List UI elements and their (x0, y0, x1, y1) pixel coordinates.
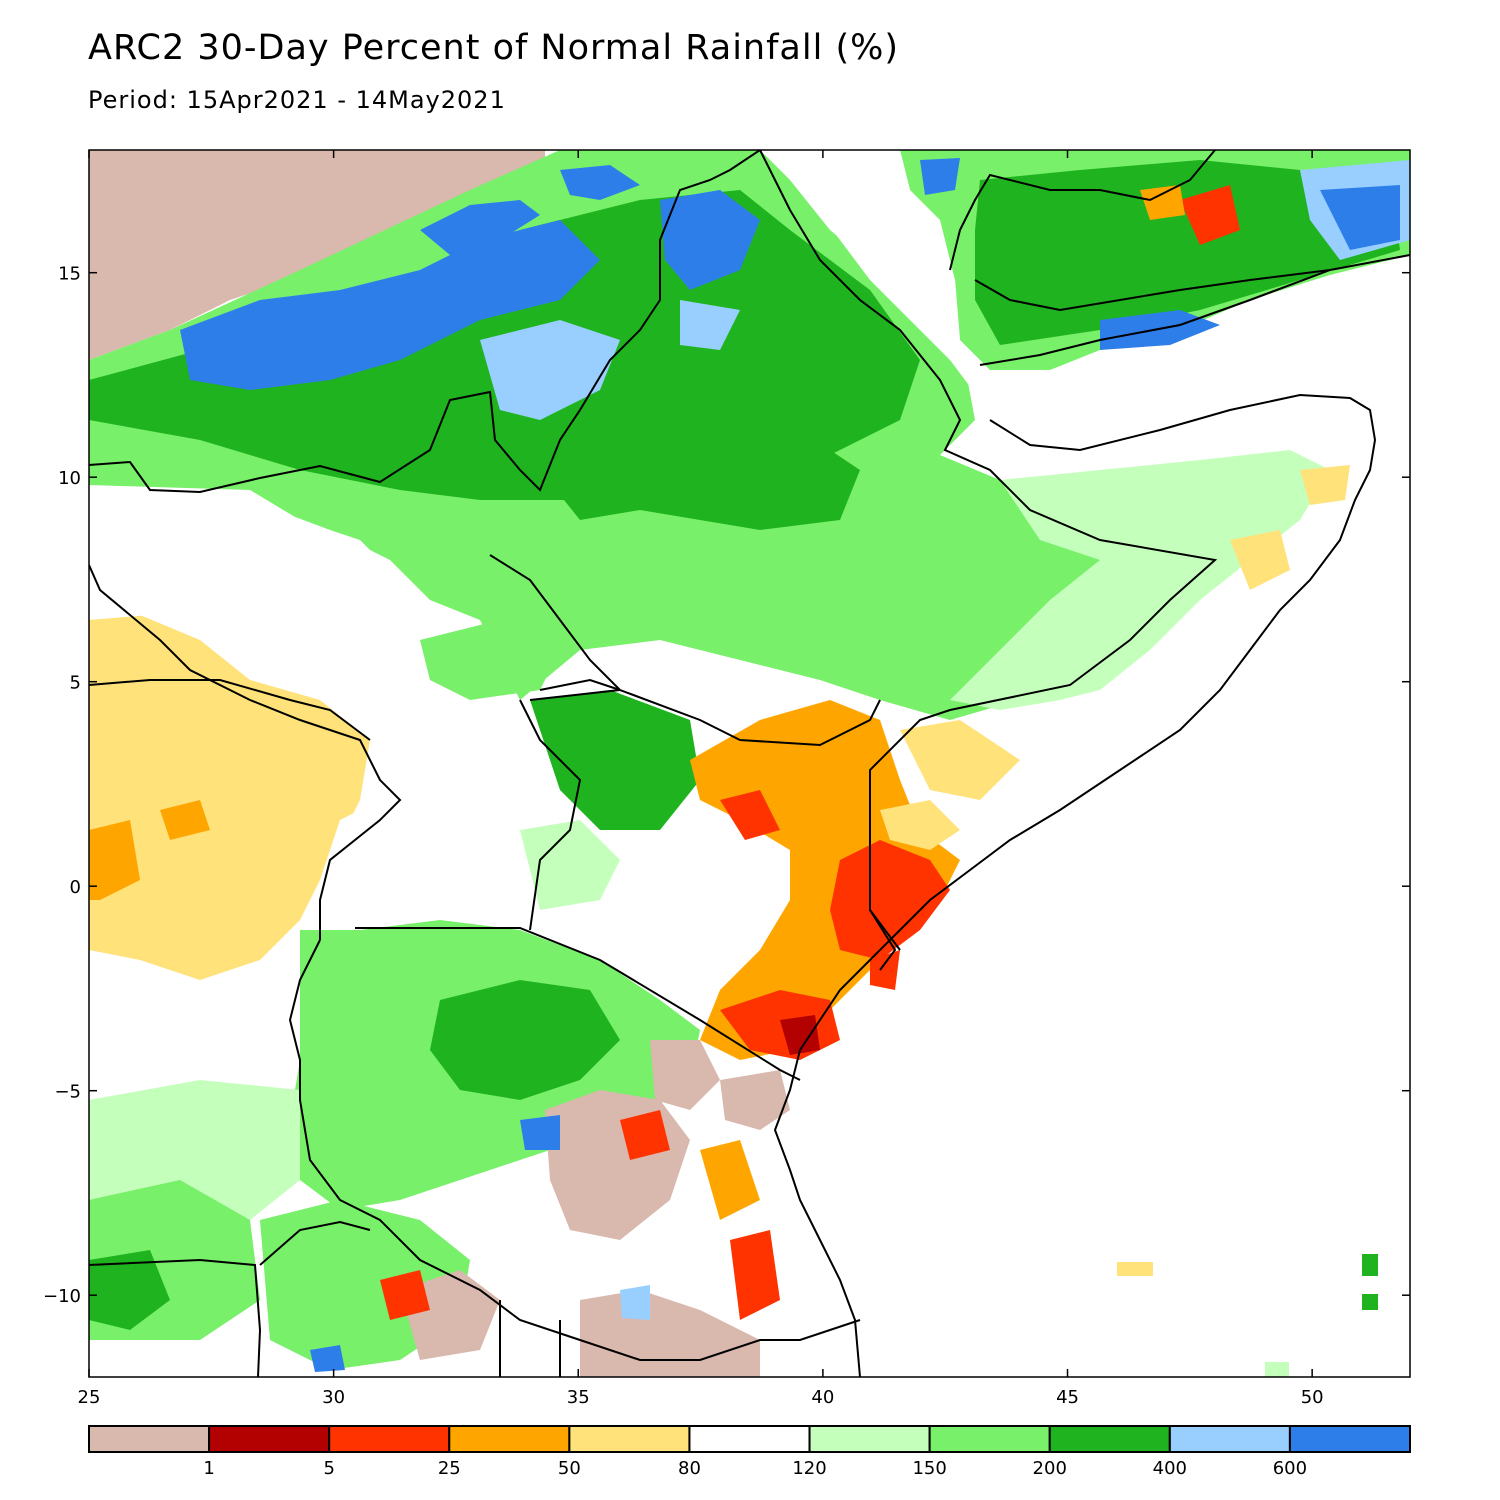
country-borders (89, 150, 1410, 1377)
colorbar-label: 600 (1273, 1458, 1307, 1479)
colorbar-swatch (928, 1425, 1051, 1453)
rainfall-field (89, 150, 1410, 1377)
colorbar-label: 1 (203, 1458, 214, 1479)
colorbar-swatch (328, 1425, 451, 1453)
colorbar-swatch (1168, 1425, 1291, 1453)
colorbar-swatch (1288, 1425, 1411, 1453)
colorbar-swatch (208, 1425, 331, 1453)
colorbar-label: 150 (912, 1458, 946, 1479)
lon-tick-label: 35 (567, 1387, 590, 1408)
colorbar-label: 200 (1033, 1458, 1067, 1479)
lat-tick-label: 5 (70, 673, 81, 694)
lon-tick-label: 40 (811, 1387, 834, 1408)
lat-tick-label: 10 (58, 468, 81, 489)
map-subtitle: Period: 15Apr2021 - 14May2021 (88, 86, 506, 114)
lon-tick-label: 30 (322, 1387, 345, 1408)
lat-tick-label: −10 (43, 1286, 81, 1307)
colorbar-swatch (88, 1425, 211, 1453)
map-title: ARC2 30-Day Percent of Normal Rainfall (… (88, 28, 900, 68)
colorbar-label: 25 (438, 1458, 461, 1479)
colorbar: 1 5 25 50 80 120 150 200 400 600 (88, 1425, 1411, 1479)
colorbar-swatch (688, 1425, 811, 1453)
lon-tick-label: 50 (1301, 1387, 1324, 1408)
colorbar-label: 400 (1153, 1458, 1187, 1479)
lat-tick-label: −5 (54, 1082, 81, 1103)
colorbar-swatch (568, 1425, 691, 1453)
colorbar-label: 120 (792, 1458, 826, 1479)
colorbar-swatch (808, 1425, 931, 1453)
colorbar-label: 5 (323, 1458, 334, 1479)
lon-tick-label: 25 (78, 1387, 101, 1408)
colorbar-label: 80 (678, 1458, 701, 1479)
colorbar-label: 50 (558, 1458, 581, 1479)
colorbar-swatch (448, 1425, 571, 1453)
map-frame (88, 149, 1411, 1378)
lat-tick-label: 15 (58, 264, 81, 285)
colorbar-swatch (1048, 1425, 1171, 1453)
lon-tick-label: 45 (1056, 1387, 1079, 1408)
lat-tick-label: 0 (70, 877, 81, 898)
